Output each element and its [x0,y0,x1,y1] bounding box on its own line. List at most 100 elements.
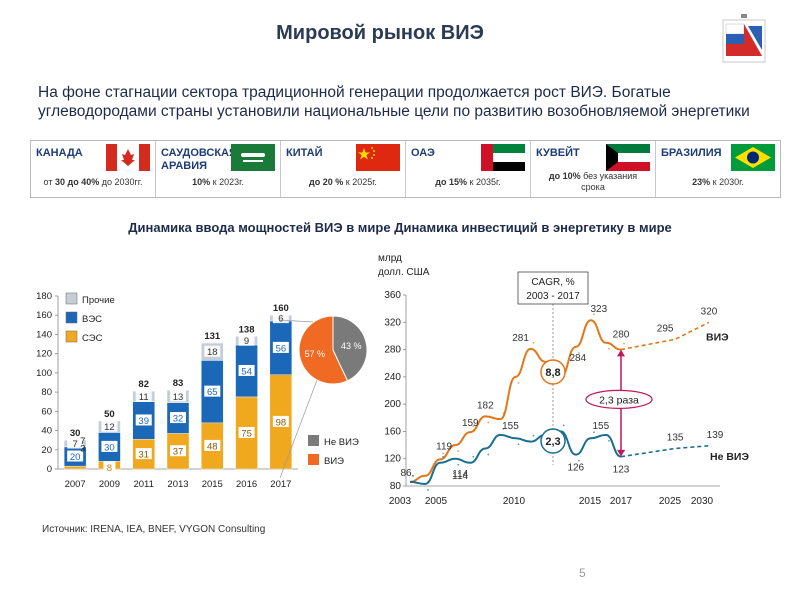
charts-subtitle: Динамика ввода мощностей ВИЭ в мире Дина… [128,220,672,235]
data-label: 182 [477,400,494,411]
legend-swatch [308,454,319,465]
investment-line-chart: 80 120 160 200 240 280 320 360 млрд долл. США 2003… [378,253,749,507]
country-targets: КАНАДА от 30 до 40% до 2030гг. САУДОВСКАЯ … [30,140,781,198]
label-bg [135,448,152,460]
y-tick-label: 40 [41,426,52,437]
legend-swatch [65,292,78,305]
x-tick-label: 2013 [167,479,188,490]
x-tick-label: 2017 [270,479,291,490]
data-dot [517,381,520,384]
pie-slice-label: 43 % [341,341,362,351]
label-bg [238,426,255,438]
ratio-badge [585,389,653,409]
y-tick-label: 100 [36,368,52,379]
data-dot [608,439,610,442]
label-bg [272,341,289,353]
brazil-flag-icon [731,144,775,171]
bar-value-label: 7 [72,439,77,450]
data-dot [502,427,505,430]
country-target: от 30 до 40% до 2030гг. [43,177,143,187]
x-tick-label: 2015 [202,479,223,490]
label-bg [238,334,255,346]
x-tick-label: 2030 [691,496,714,507]
y-tick-label: 80 [390,481,402,492]
country-name: КАНАДА [36,147,83,159]
bar-value-label: 12 [104,422,115,433]
y-tick-label: 360 [384,290,401,301]
bar-value-label: 13 [173,392,184,403]
cagr-title: CAGR, % [531,277,574,288]
data-dot [457,450,460,452]
data-dot [532,341,535,344]
y-tick-label: 60 [41,406,52,417]
legend-label: Не ВИЭ [324,437,359,448]
bar-value-label: 54 [241,366,252,377]
data-dot [592,313,595,316]
bar-total-label: 30 [70,428,81,439]
series-line-ВИЭ [409,319,622,483]
y-tick-label: 20 [41,445,52,456]
bar-value-label: 31 [138,450,149,461]
bar-value-label: 18 [207,347,218,358]
data-dot [487,453,490,456]
label-bg [238,364,255,376]
y-tick-label: 240 [384,372,401,383]
label-bg [170,390,186,402]
data-dot [472,455,475,458]
data-label: 320 [701,306,718,317]
data-label: 123 [613,465,630,476]
data-dot [623,342,625,345]
country-target: до 10% без указания срока [548,171,638,192]
company-logo [722,14,766,63]
legend-swatch [65,330,78,343]
bar-value-label: 11 [139,392,149,403]
canada-flag-icon [106,144,150,171]
bar-value-label: 48 [207,441,218,452]
country-name: БРАЗИЛИЯ [661,147,722,159]
bar-total-label: 131 [204,331,221,342]
bar-value-label: 6 [278,314,283,325]
x-tick-label: 2015 [579,496,602,507]
pie-slice-label: 57 % [304,349,325,359]
connector-line [280,379,318,479]
page-number: 5 [579,566,586,580]
label-bg [67,450,84,462]
y-axis-label: млрд [378,253,402,264]
data-dot [502,412,505,415]
x-tick-label: 2007 [65,479,86,490]
data-label: 155 [593,421,610,432]
bar-value-label: 98 [276,417,287,428]
cagr-nevie-circle [540,428,566,454]
cagr-period: 2003 - 2017 [526,291,580,302]
y-tick-label: 140 [36,329,52,340]
bar-total-label: 138 [239,324,255,335]
y-tick-label: 80 [41,387,52,398]
bar-total-label: 82 [138,379,149,390]
forecast-line-ВИЭ [620,321,710,351]
data-label: 139 [707,430,724,441]
x-tick-label: 2025 [659,496,682,507]
label-bg [101,440,118,452]
legend-label: СЭС [82,333,103,344]
country-card-kuwait: КУВЕЙТ до 10% без указания срока [531,141,656,197]
country-card-china: КИТАЙ до 20 % к 2025г. [281,141,406,197]
data-label: 114 [452,471,468,482]
data-dot [532,434,535,437]
data-label: 295 [657,323,674,334]
y-tick-label: 0 [47,464,52,475]
bar-value-label: 65 [207,387,218,398]
pie-slice-ВИЭ [298,315,349,385]
bar-СЭС-2007 [63,465,87,470]
kuwait-flag-icon [606,144,650,171]
x-tick-label: 2010 [503,496,526,507]
series-label-vie: ВИЭ [706,331,729,343]
label-bg [135,414,152,426]
ratio-arrow-head [617,349,625,357]
data-label: 281 [512,333,529,344]
country-target: 10% к 2023г. [192,177,244,187]
country-card-canada: КАНАДА от 30 до 40% до 2030гг. [31,141,156,197]
x-tick-label: 2011 [133,479,153,490]
y-tick-label: 160 [384,426,401,437]
side-label: 7 [80,436,85,447]
capacity-bar-chart: 0204060801001201401601802073020078301250… [36,291,298,490]
